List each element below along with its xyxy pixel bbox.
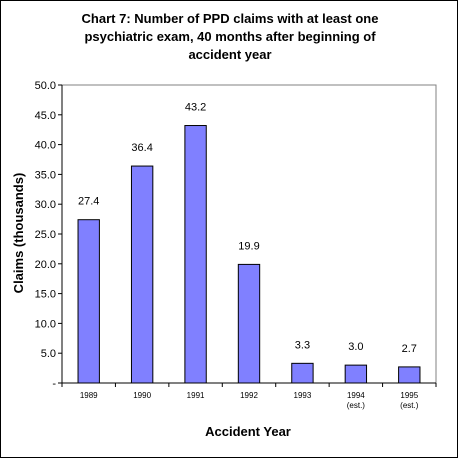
- y-tick-label: 10.0: [35, 318, 56, 330]
- y-tick-label: -: [52, 378, 56, 390]
- data-label: 3.3: [295, 339, 310, 351]
- data-label: 19.9: [238, 240, 259, 252]
- bar: [237, 263, 261, 384]
- data-label: 36.4: [131, 142, 152, 154]
- y-tick-label: 40.0: [35, 140, 56, 152]
- bars-layer: [77, 125, 421, 384]
- x-tick-label: 1995: [400, 391, 418, 400]
- bar: [77, 219, 100, 384]
- y-tick-label: 50.0: [35, 80, 56, 92]
- y-tick-label: 45.0: [35, 110, 56, 122]
- labels-layer: - 5.0 10.0 15.0 20.0 25.0 30.0 35.0 40.0 45.0 50.0…: [35, 80, 419, 410]
- y-tick-label: 30.0: [35, 199, 56, 211]
- x-tick-label: (est.): [400, 401, 419, 410]
- x-tick-label: (est.): [347, 401, 366, 410]
- bar: [344, 364, 368, 384]
- chart-title-line: psychiatric exam, 40 months after beginn…: [84, 29, 376, 44]
- data-label: 3.0: [348, 341, 363, 353]
- bar: [291, 362, 314, 384]
- chart-title: Chart 7: Number of PPD claims with at le…: [41, 10, 419, 64]
- x-tick-label: 1990: [133, 391, 151, 400]
- y-tick-label: 35.0: [35, 169, 56, 181]
- y-tick-label: 5.0: [41, 348, 56, 360]
- y-tick-label: 25.0: [35, 229, 56, 241]
- bar: [130, 165, 154, 384]
- x-tick-label: 1993: [294, 391, 312, 400]
- data-label: 27.4: [78, 196, 99, 208]
- x-axis-title: Accident Year: [205, 424, 291, 439]
- data-label: 43.2: [185, 102, 206, 114]
- y-axis-title: Claims (thousands): [11, 173, 26, 294]
- bar: [184, 125, 207, 384]
- x-tick-label: 1991: [187, 391, 205, 400]
- chart-title-line: Chart 7: Number of PPD claims with at le…: [81, 11, 379, 26]
- y-tick-label: 20.0: [35, 259, 56, 271]
- chart-title-line: accident year: [188, 47, 272, 62]
- x-tick-label: 1994: [347, 391, 365, 400]
- x-tick-label: 1992: [240, 391, 258, 400]
- data-label: 2.7: [402, 343, 417, 355]
- axes-layer: [58, 84, 437, 387]
- y-tick-label: 15.0: [35, 289, 56, 301]
- bar: [398, 366, 421, 384]
- x-tick-label: 1989: [80, 391, 98, 400]
